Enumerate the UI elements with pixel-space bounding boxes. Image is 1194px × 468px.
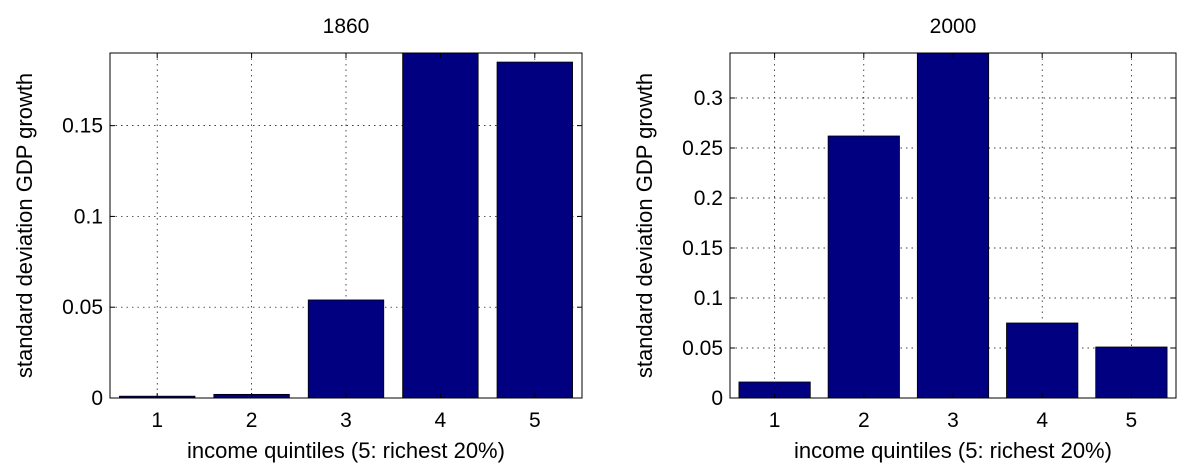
x-tick-label: 5 <box>529 409 541 432</box>
y-tick-label: 0.05 <box>62 296 103 319</box>
bars <box>738 52 1168 399</box>
x-tick-label: 2 <box>858 409 870 432</box>
y-tick-label: 0.1 <box>74 205 103 228</box>
bar-5 <box>1095 346 1168 399</box>
y-axis-label: standard deviation GDP growth <box>12 73 37 378</box>
y-tick-label: 0.3 <box>694 87 723 110</box>
y-axis-label: standard deviation GDP growth <box>632 73 657 378</box>
y-tick-label: 0 <box>91 387 103 410</box>
x-tick-label: 3 <box>340 409 352 432</box>
bar-4 <box>1006 322 1079 399</box>
x-tick-label: 1 <box>151 409 163 432</box>
y-tick-label: 0.05 <box>682 337 723 360</box>
y-tick-label: 0.15 <box>682 237 723 260</box>
y-tick-label: 0.15 <box>62 115 103 138</box>
x-tick-label: 4 <box>1036 409 1048 432</box>
y-tick-label: 0.25 <box>682 137 723 160</box>
x-tick-label: 4 <box>435 409 447 432</box>
chart-title: 2000 <box>930 15 977 38</box>
chart-1860: 0 0.05 0.1 0.15 1 2 3 4 5 1860 income quintiles (5… <box>12 15 583 463</box>
bar-4 <box>402 52 479 399</box>
chart-title: 1860 <box>323 15 370 38</box>
y-tick-label: 0.1 <box>694 287 723 310</box>
y-tick-label: 0 <box>711 387 723 410</box>
x-tick-label: 3 <box>947 409 959 432</box>
x-axis-label: income quintiles (5: richest 20%) <box>794 438 1112 463</box>
chart-2000: 0 0.05 0.1 0.15 0.2 0.25 0.3 1 2 3 4 5 2000 income qu… <box>632 15 1177 463</box>
y-tick-label: 0.2 <box>694 187 723 210</box>
x-axis-label: income quintiles (5: richest 20%) <box>187 438 505 463</box>
bar-3 <box>916 52 990 399</box>
bar-5 <box>496 61 573 399</box>
bars <box>119 52 573 399</box>
x-tick-label: 1 <box>769 409 781 432</box>
x-tick-label: 5 <box>1126 409 1138 432</box>
x-tick-label: 2 <box>246 409 258 432</box>
bar-2 <box>827 135 900 399</box>
bar-3 <box>307 299 385 399</box>
